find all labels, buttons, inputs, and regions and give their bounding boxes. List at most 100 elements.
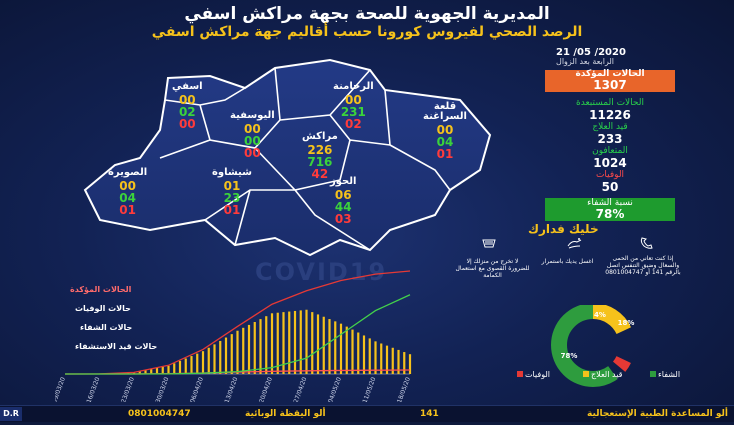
- x-tick-label: 27/04/20: [293, 376, 309, 402]
- region-deaths: 01: [119, 203, 136, 217]
- advice-call: إذا كنت تعاني من الحمى والسعال وضيق التن…: [605, 255, 681, 276]
- region-active: 06: [334, 188, 352, 202]
- cure-rate-label: نسبة الشفاء: [587, 198, 633, 208]
- region-deaths: 00: [178, 117, 196, 131]
- excluded-label: الحالات المستبعدة: [576, 98, 644, 108]
- series-line-2: [65, 294, 411, 375]
- region-active: 01: [223, 179, 241, 193]
- region-active: 00: [345, 93, 362, 107]
- region-deaths: 00: [244, 146, 261, 160]
- region-cured: 04: [436, 135, 454, 149]
- donut-slice-1: [551, 305, 635, 387]
- region-cured: 04: [119, 191, 136, 205]
- region-cured: 23: [223, 191, 241, 205]
- region-name: الصويرة: [108, 167, 148, 178]
- x-tick-label: 18/05/20: [396, 376, 412, 402]
- x-tick-label: 30/03/20: [155, 376, 171, 402]
- donut-legend-cured: الشفاء: [650, 370, 680, 379]
- region-deaths: 42: [311, 167, 329, 181]
- region-active: 00: [178, 93, 196, 107]
- report-date: 21 /05 /2020: [556, 47, 626, 58]
- region-haouz[interactable]: الحوز 06 44 03: [330, 176, 357, 226]
- region-name: اسفي: [172, 81, 203, 92]
- emergency-number[interactable]: 141: [420, 409, 439, 419]
- region-deaths: 01: [223, 203, 241, 217]
- advice-stay-home: لا تخرج من منزلك إلا للضرورة القصوى مع ا…: [455, 258, 530, 279]
- page-subtitle: الرصد الصحي لفيروس كورونا حسب أقاليم جهة…: [151, 24, 583, 40]
- epidemic-number[interactable]: 0801004747: [128, 409, 191, 419]
- region-deaths: 03: [334, 212, 352, 226]
- deaths-value: 50: [601, 180, 619, 194]
- region-safi[interactable]: اسفي 00 02 00: [172, 81, 203, 131]
- region-chichaoua[interactable]: شيشاوة 01 23 01: [212, 167, 252, 217]
- emergency-label: ألو المساعدة الطبية الإستعجالية: [587, 409, 729, 419]
- confirmed-label: الحالات المؤكدة: [575, 69, 645, 79]
- series-line-0: [64, 270, 411, 375]
- x-tick-label: 16/03/20: [86, 376, 102, 402]
- deaths-label: الوفيات: [595, 170, 625, 180]
- report-time: الرابعة بعد الزوال: [556, 57, 615, 66]
- region-active: 00: [119, 179, 136, 193]
- donut-legend-treatment: قيد العلاج: [583, 370, 622, 379]
- confirmed-value: 1307: [593, 78, 627, 92]
- cure-rate-box: نسبة الشفاء 78%: [545, 198, 675, 221]
- region-deaths: 02: [345, 117, 362, 131]
- x-tick-label: 06/04/20: [189, 376, 205, 402]
- legend-cured: حالات الشفاء: [80, 323, 133, 332]
- excluded-value: 11226: [589, 108, 631, 122]
- donut-label-2: 4%: [594, 311, 606, 319]
- region-cured: 716: [307, 155, 333, 169]
- cases-chart: 09/03/20 16/03/20 23/03/20 30/03/20 06/04/20…: [55, 270, 412, 402]
- cured-value: 1024: [593, 156, 627, 170]
- stats-panel: الحالات المؤكدة 1307 الحالات المستبعدة 1…: [545, 70, 675, 221]
- x-tick-label: 09/03/20: [55, 376, 67, 402]
- x-tick-label: 04/05/20: [327, 376, 343, 402]
- stay-home-title: خليك فدارك: [528, 222, 599, 236]
- region-cured: 02: [178, 105, 196, 119]
- epidemic-label: ألو اليقظة الوبائية: [245, 409, 326, 419]
- region-youssoufia[interactable]: اليوسفية 00 00 00: [230, 110, 275, 160]
- x-tick-label: 13/04/20: [224, 376, 240, 402]
- advice-wash: اغسل يديك باستمرار: [541, 258, 594, 265]
- region-name: اليوسفية: [230, 110, 275, 121]
- treatment-value: 233: [597, 132, 623, 146]
- legend-deaths: حالات الوفيات: [75, 304, 131, 313]
- page-title: المديرية الجهوية للصحة بجهة مراكش اسفي: [184, 4, 550, 24]
- region-kelaa[interactable]: قلعة السراغنة 00 04 01: [420, 101, 470, 161]
- x-tick-label: 23/03/20: [120, 376, 136, 402]
- region-name: قلعة السراغنة: [423, 101, 467, 122]
- region-active: 226: [307, 143, 333, 157]
- x-tick-label: 11/05/20: [362, 376, 378, 402]
- cure-rate-donut: 78% 18% 4%: [551, 305, 635, 387]
- region-cured: 44: [334, 200, 352, 214]
- region-rehamna[interactable]: الرحامنة 00 231 02: [333, 81, 374, 131]
- region-map: [83, 58, 492, 257]
- legend-active: حالات قيد الاستشفاء: [75, 342, 158, 351]
- region-active: 00: [244, 122, 261, 136]
- region-cured: 00: [244, 134, 261, 148]
- region-name: الحوز: [330, 176, 357, 187]
- covid-watermark: COVID19: [255, 258, 388, 286]
- region-marrakech[interactable]: مراكش 226 716 42: [302, 131, 338, 181]
- credit-badge: D.R: [0, 407, 22, 421]
- cure-rate-value: 78%: [595, 207, 625, 221]
- donut-legend-deaths: الوفيات: [517, 370, 550, 379]
- mask-icon: [482, 239, 496, 248]
- legend-confirmed: الحالات المؤكدة: [70, 285, 132, 294]
- footer-bar: ألو المساعدة الطبية الإستعجالية 141 ألو …: [0, 405, 734, 422]
- region-name: الرحامنة: [333, 81, 374, 92]
- region-cured: 231: [340, 105, 366, 119]
- confirmed-box: الحالات المؤكدة 1307: [545, 70, 675, 92]
- region-name: مراكش: [302, 131, 338, 142]
- phone-icon: [640, 237, 653, 249]
- donut-label-1: 18%: [618, 319, 635, 327]
- x-tick-label: 20/04/20: [258, 376, 274, 402]
- region-essaouira[interactable]: الصويرة 00 04 01: [108, 167, 148, 217]
- wash-hands-icon: [567, 238, 582, 249]
- region-deaths: 01: [436, 147, 454, 161]
- cured-label: المتعافون: [592, 146, 628, 156]
- donut-label-0: 78%: [561, 352, 578, 360]
- region-active: 00: [436, 123, 454, 137]
- region-name: شيشاوة: [212, 167, 252, 178]
- treatment-label: قيد العلاج: [592, 122, 628, 132]
